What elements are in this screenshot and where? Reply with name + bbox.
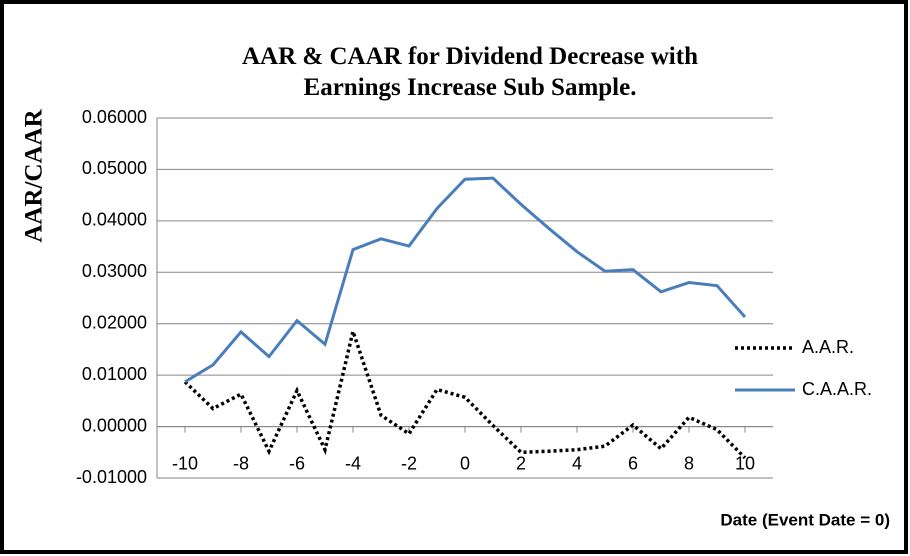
x-tick-label: 2 (516, 453, 526, 473)
x-axis-title: Date (Event Date = 0) (720, 510, 890, 529)
y-tick-label: 0.06000 (82, 107, 147, 127)
x-tick-label: -10 (172, 453, 198, 473)
y-tick-label: 0.05000 (82, 158, 147, 178)
x-tick-label: 6 (628, 453, 638, 473)
y-tick-label: 0.04000 (82, 210, 147, 230)
series-line (183, 325, 747, 460)
x-tick-label: 0 (460, 453, 470, 473)
x-tick-label: -6 (289, 453, 305, 473)
x-tick-label: 10 (735, 453, 755, 473)
y-tick-label: 0.02000 (82, 312, 147, 332)
y-axis-title: AAR/CAAR (21, 108, 48, 242)
x-tick-label: -4 (345, 453, 361, 473)
x-tick-label: 4 (572, 453, 582, 473)
legend-label: A.A.R. (802, 337, 854, 357)
y-tick-label: 0.00000 (82, 415, 147, 435)
x-tick-label: -8 (233, 453, 249, 473)
series-line (184, 176, 747, 384)
x-tick-label: -2 (401, 453, 417, 473)
x-tick-label: 8 (684, 453, 694, 473)
y-tick-label: 0.01000 (82, 364, 147, 384)
legend-label: C.A.A.R. (802, 379, 872, 399)
y-tick-label: -0.01000 (76, 467, 147, 487)
y-tick-label: 0.03000 (82, 261, 147, 281)
chart-title: AAR & CAAR for Dividend Decrease with Ear… (242, 43, 698, 101)
